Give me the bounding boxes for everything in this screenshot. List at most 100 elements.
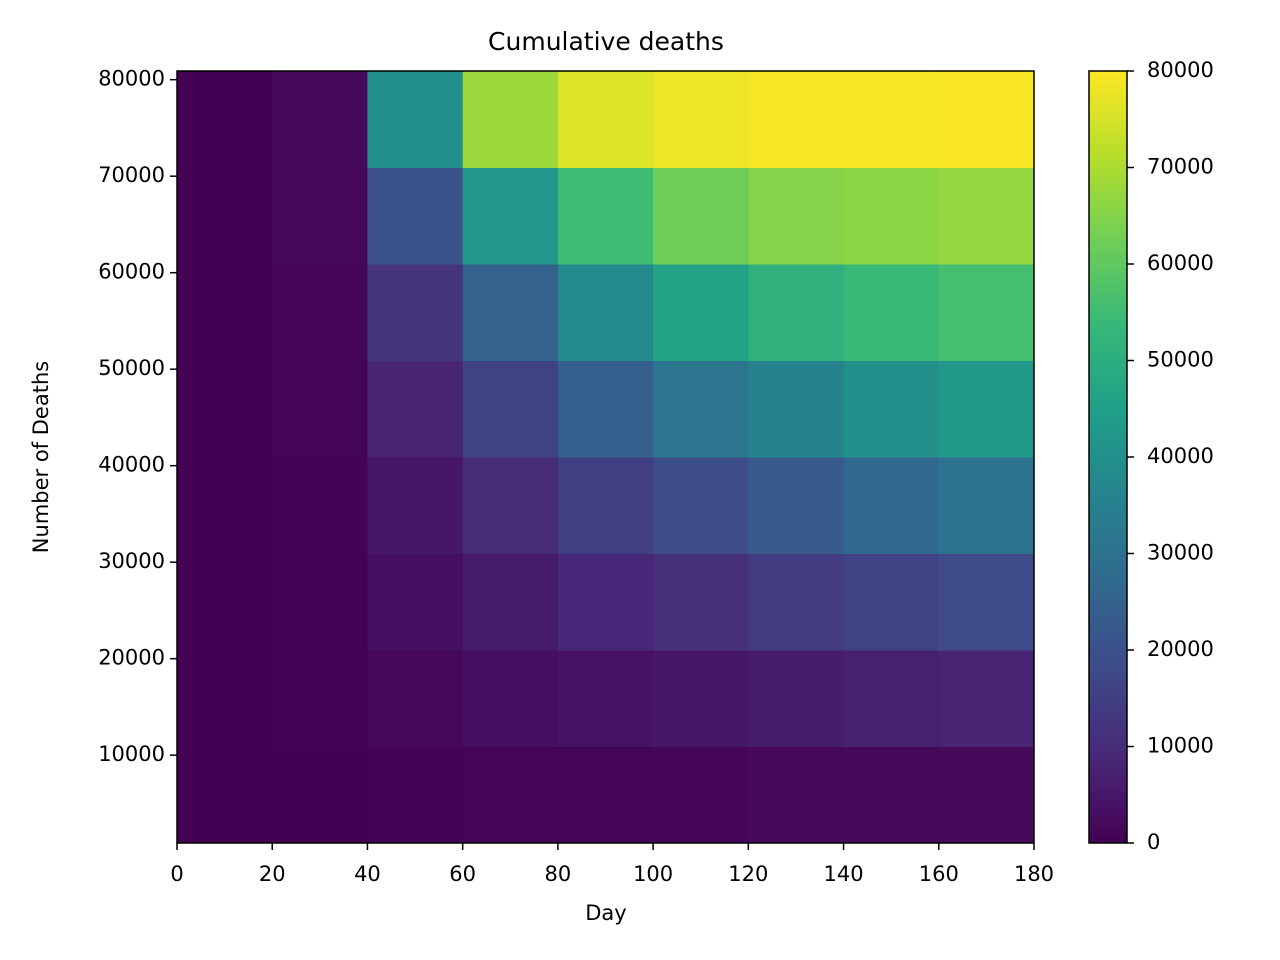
heat-cell xyxy=(748,746,845,844)
heat-cell xyxy=(938,650,1035,747)
heat-cell xyxy=(367,71,464,168)
heat-cell xyxy=(272,360,368,458)
heat-cell xyxy=(938,553,1035,651)
heat-cell xyxy=(462,167,559,265)
heat-cell xyxy=(843,360,940,458)
heat-cell xyxy=(367,264,464,361)
heat-cell xyxy=(653,650,749,747)
heat-cell xyxy=(653,264,749,361)
heat-cell xyxy=(748,71,845,168)
heat-cell xyxy=(272,553,368,651)
heat-cell xyxy=(748,360,845,458)
x-tick-label: 120 xyxy=(728,862,768,886)
colorbar-tick-label: 20000 xyxy=(1147,637,1214,661)
heat-cell xyxy=(272,167,368,265)
heat-cell xyxy=(653,746,749,844)
heat-cell xyxy=(367,553,464,651)
heat-cell xyxy=(272,264,368,361)
heat-cell xyxy=(177,71,273,168)
heat-cell xyxy=(653,457,749,554)
colorbar-tick-label: 50000 xyxy=(1147,348,1214,372)
heat-cell xyxy=(843,264,940,361)
y-tick-label: 20000 xyxy=(98,646,165,670)
heat-cell xyxy=(653,553,749,651)
x-tick-label: 40 xyxy=(354,862,381,886)
x-tick-label: 160 xyxy=(919,862,959,886)
heat-cell xyxy=(938,746,1035,844)
heat-cell xyxy=(843,650,940,747)
heat-cell xyxy=(557,457,654,554)
heat-cell xyxy=(272,71,368,168)
y-tick-label: 50000 xyxy=(98,356,165,380)
heat-cell xyxy=(367,650,464,747)
y-tick-label: 80000 xyxy=(98,67,165,91)
heat-cell xyxy=(748,650,845,747)
heat-cell xyxy=(462,650,559,747)
x-tick-label: 20 xyxy=(259,862,286,886)
y-tick-label: 40000 xyxy=(98,453,165,477)
heat-cell xyxy=(653,360,749,458)
colorbar-tick-label: 0 xyxy=(1147,830,1160,854)
heat-cell xyxy=(843,71,940,168)
heat-cell xyxy=(462,71,559,168)
colorbar-tick-label: 30000 xyxy=(1147,541,1214,565)
heat-cell xyxy=(177,167,273,265)
chart-title: Cumulative deaths xyxy=(488,27,724,56)
x-tick-label: 100 xyxy=(633,862,673,886)
x-tick-label: 140 xyxy=(824,862,864,886)
colorbar-tick-label: 10000 xyxy=(1147,734,1214,758)
heat-cell xyxy=(272,650,368,747)
y-tick-label: 10000 xyxy=(98,742,165,766)
heat-cell xyxy=(462,264,559,361)
heat-cell xyxy=(557,553,654,651)
heat-cell xyxy=(748,264,845,361)
heat-cell xyxy=(938,264,1035,361)
heat-cell xyxy=(938,457,1035,554)
heat-cell xyxy=(557,71,654,168)
colorbar-tick-label: 60000 xyxy=(1147,251,1214,275)
colorbar-tick-label: 80000 xyxy=(1147,58,1214,82)
heat-cell xyxy=(557,746,654,844)
heat-cell xyxy=(748,457,845,554)
heat-cell xyxy=(462,553,559,651)
heat-cell xyxy=(177,553,273,651)
y-tick-label: 60000 xyxy=(98,260,165,284)
heat-cell xyxy=(557,360,654,458)
x-tick-label: 180 xyxy=(1014,862,1054,886)
x-tick-label: 60 xyxy=(449,862,476,886)
colorbar-tick-label: 70000 xyxy=(1147,155,1214,179)
colorbar-tick-label: 40000 xyxy=(1147,444,1214,468)
y-tick-label: 30000 xyxy=(98,549,165,573)
heat-cell xyxy=(177,264,273,361)
heat-cell xyxy=(367,457,464,554)
colorbar xyxy=(1088,70,1128,844)
y-tick-label: 70000 xyxy=(98,163,165,187)
plot-frame xyxy=(176,70,1035,844)
heat-cell xyxy=(843,457,940,554)
heat-cell xyxy=(843,746,940,844)
heat-cell xyxy=(177,746,273,844)
heat-cell xyxy=(272,457,368,554)
heat-cell xyxy=(843,167,940,265)
heat-cell xyxy=(462,457,559,554)
heat-cell xyxy=(177,457,273,554)
x-axis-label: Day xyxy=(585,901,626,925)
heat-cell xyxy=(462,746,559,844)
heat-cell xyxy=(367,746,464,844)
heat-cell xyxy=(177,650,273,747)
y-axis-label: Number of Deaths xyxy=(29,361,53,553)
heat-cell xyxy=(367,360,464,458)
heat-cell xyxy=(653,167,749,265)
heat-cell xyxy=(557,167,654,265)
heat-cell xyxy=(557,264,654,361)
heat-cell xyxy=(843,553,940,651)
heat-cell xyxy=(557,650,654,747)
heat-cell xyxy=(938,360,1035,458)
heat-cell xyxy=(462,360,559,458)
heat-cell xyxy=(938,167,1035,265)
heat-cell xyxy=(748,553,845,651)
x-tick-label: 0 xyxy=(170,862,183,886)
heat-cell xyxy=(272,746,368,844)
heat-cell xyxy=(177,360,273,458)
